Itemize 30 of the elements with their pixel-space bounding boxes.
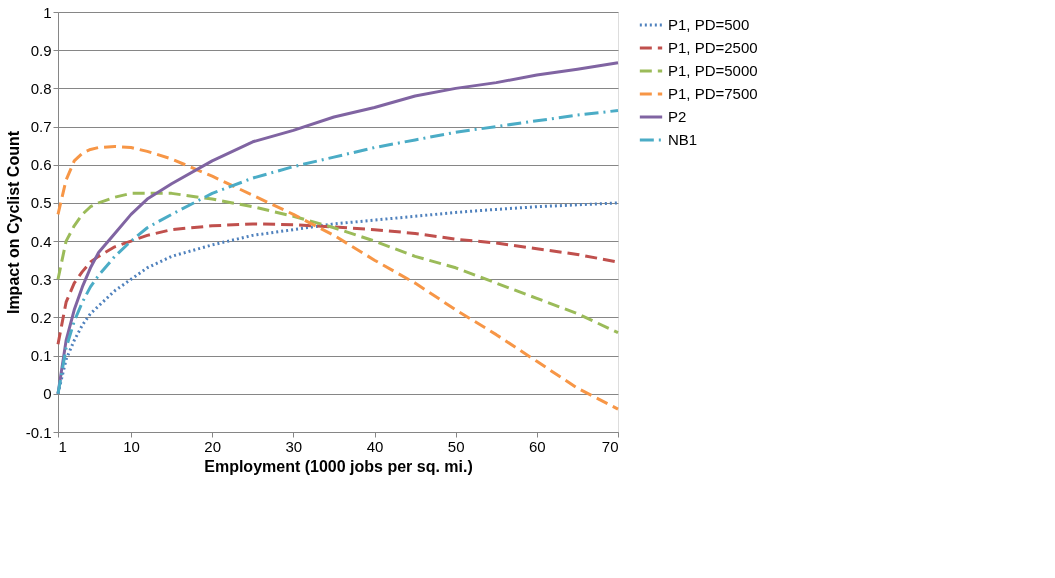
legend-label: NB1 [668,131,698,148]
x-tick-label: 20 [204,437,222,455]
legend-label: P1, PD=2500 [668,39,758,56]
legend-label: P2 [668,108,687,125]
y-tick-label: 0 [43,385,52,403]
y-tick-label: 1 [43,3,52,21]
y-tick-label: 0.6 [30,156,52,174]
y-tick-label: 0.2 [30,308,52,326]
x-tick-label: 10 [123,437,140,455]
x-tick-label: 1 [58,437,67,455]
x-tick-label: 70 [601,437,619,455]
legend-label: P1, PD=7500 [668,85,758,102]
y-tick-label: 0.9 [30,41,52,59]
x-tick-label: 40 [366,437,384,455]
x-axis-title: Employment (1000 jobs per sq. mi.) [204,457,473,475]
legend-label: P1, PD=500 [668,16,750,33]
y-tick-label: 0.5 [30,194,52,212]
y-axis-title: Impact on Cyclist Count [4,130,22,315]
legend-label: P1, PD=5000 [668,62,758,79]
line-series [56,191,620,335]
x-tick-label: 50 [447,437,465,455]
y-tick-label: -0.1 [25,423,52,441]
y-tick-label: 0.8 [30,79,52,97]
x-tick-label: 60 [529,437,546,455]
y-tick-label: 0.1 [30,347,52,365]
y-tick-label: 0.7 [30,118,52,136]
y-tick-label: 0.3 [30,270,52,288]
x-tick-label: 30 [285,437,303,455]
y-tick-label: 0.4 [30,232,52,250]
line-series [56,144,620,411]
